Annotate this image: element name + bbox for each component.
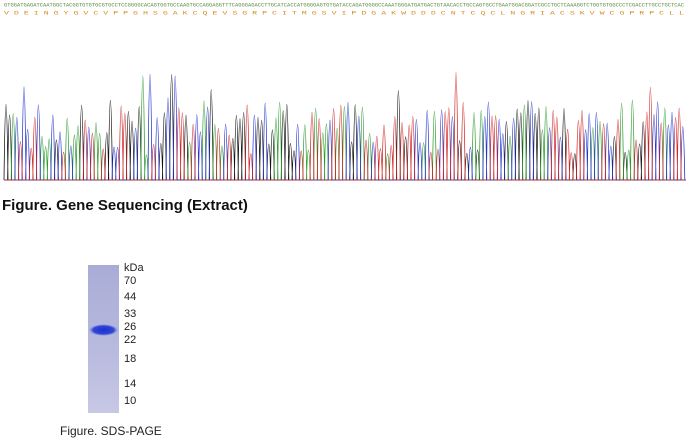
trace-line: [4, 74, 686, 181]
sds-caption: Figure. SDS-PAGE: [60, 424, 162, 438]
marker-label: 10: [124, 395, 136, 407]
protein-sequence: V D E I N G Y G V C V P P G H S G A K C …: [4, 9, 684, 16]
marker-label: 44: [124, 291, 136, 303]
marker-label: 70: [124, 275, 136, 287]
marker-label: 22: [124, 334, 136, 346]
trace-line: [4, 72, 686, 181]
gel-lane: [88, 265, 119, 413]
marker-label: 33: [124, 308, 136, 320]
marker-label: 26: [124, 321, 136, 333]
protein-band: [88, 324, 119, 336]
marker-label: 14: [124, 378, 136, 390]
sequencing-caption: Figure. Gene Sequencing (Extract): [2, 197, 248, 214]
dna-sequence: GTGGATGAGATCAATGGCTACGGTGTGTGCGTGCCTCCGG…: [4, 1, 685, 8]
marker-label: 18: [124, 353, 136, 365]
chromatogram: [3, 72, 686, 181]
unit-label: kDa: [124, 262, 144, 274]
